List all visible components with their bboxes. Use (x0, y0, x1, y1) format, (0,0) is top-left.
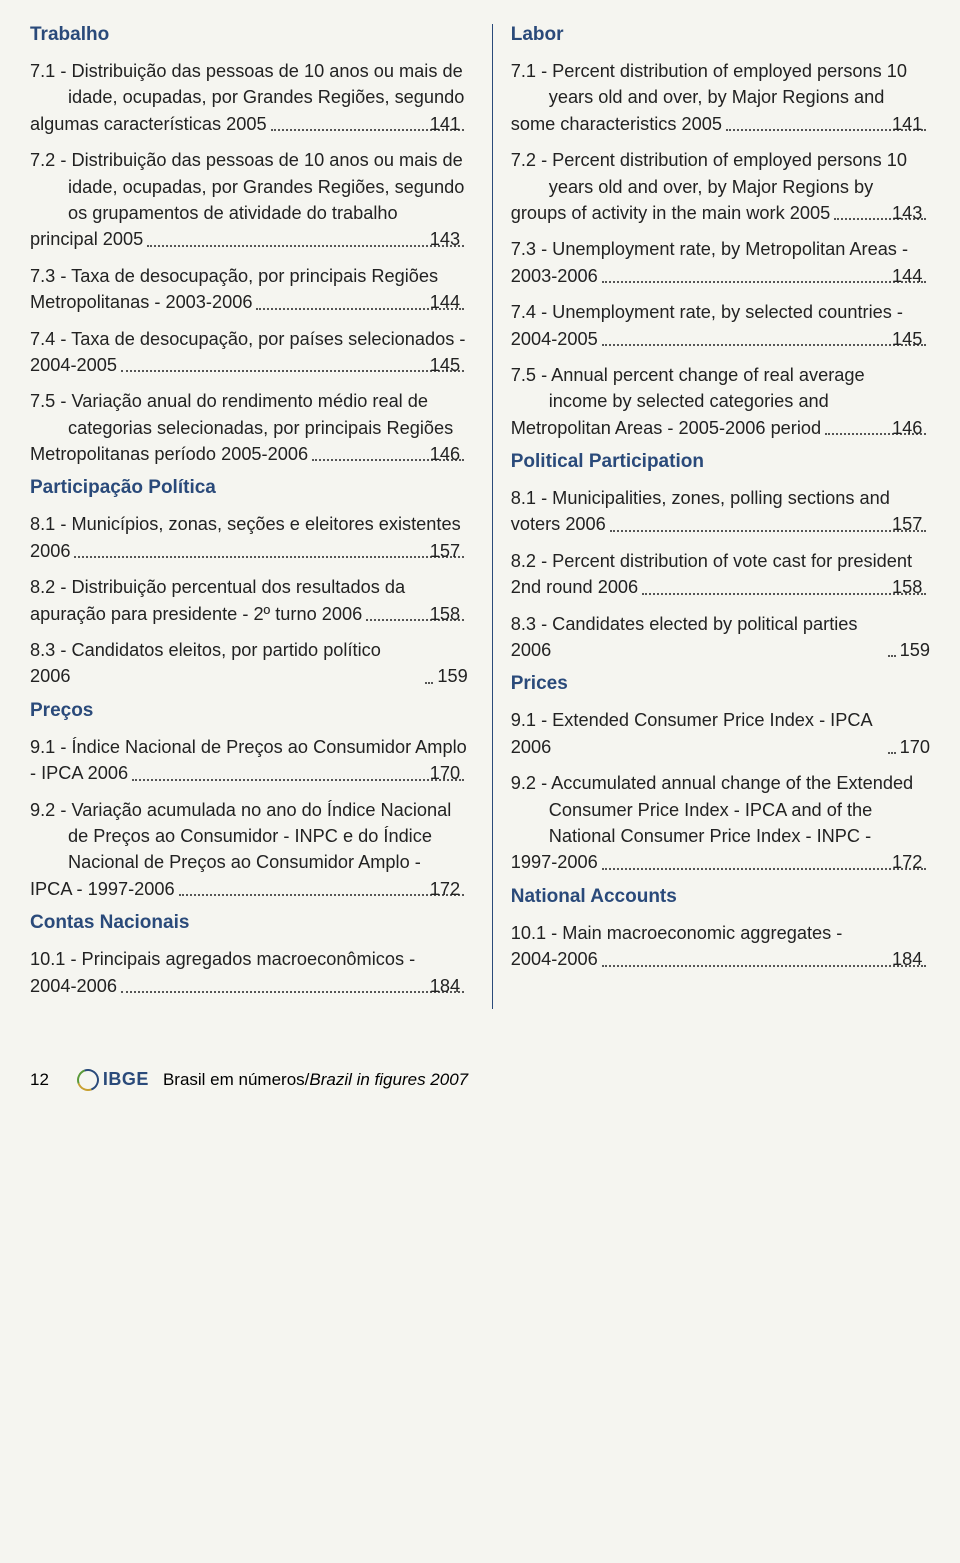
toc-entry: 7.2 - Percent distribution of employed p… (511, 147, 930, 226)
toc-entry: 7.5 - Annual percent change of real aver… (511, 362, 930, 441)
toc-entry-text: IPCA - 1997-2006 (68, 876, 175, 902)
toc-entry-text: some characteristics 2005 (549, 111, 722, 137)
toc-entry-text: 2nd round 2006 (549, 574, 638, 600)
section-title: Trabalho (30, 24, 468, 46)
page-footer: 12 IBGE Brasil em números/Brazil in figu… (30, 1069, 930, 1091)
toc-entry: 8.3 - Candidatos eleitos, por partido po… (30, 637, 468, 690)
toc-page: Trabalho 7.1 - Distribuição das pessoas d… (30, 24, 930, 1009)
toc-entry: 7.3 - Taxa de desocupação, por principai… (30, 263, 468, 316)
toc-entry: 8.2 - Percent distribution of vote cast … (511, 548, 930, 601)
toc-entry-text: apuração para presidente - 2º turno 2006 (68, 601, 362, 627)
toc-page-number: 159 (900, 637, 930, 663)
dot-leader (147, 245, 463, 247)
toc-page-number: 159 (437, 663, 467, 689)
dot-leader (888, 752, 896, 754)
toc-entry: 7.1 - Percent distribution of employed p… (511, 58, 930, 137)
page-number: 12 (30, 1070, 49, 1090)
toc-entry: 8.1 - Municípios, zonas, seções e eleito… (30, 511, 468, 564)
toc-entry: 9.2 - Variação acumulada no ano do Índic… (30, 797, 468, 903)
toc-entry-text: groups of activity in the main work 2005 (549, 200, 830, 226)
toc-entry-text: 2003-2006 (549, 263, 598, 289)
toc-entry-text: principal 2005 (68, 226, 143, 252)
toc-entry: 7.4 - Unemployment rate, by selected cou… (511, 299, 930, 352)
toc-entry: 8.1 - Municipalities, zones, polling sec… (511, 485, 930, 538)
toc-page-number: 170 (900, 734, 930, 760)
dot-leader (179, 894, 464, 896)
toc-entry: 7.3 - Unemployment rate, by Metropolitan… (511, 236, 930, 289)
right-column-english: Labor 7.1 - Percent distribution of emplo… (492, 24, 930, 1009)
toc-entry-text: 1997-2006 (549, 849, 598, 875)
toc-entry-text: Metropolitanas - 2003-2006 (68, 289, 252, 315)
section-title: Political Participation (511, 451, 930, 473)
dot-leader (642, 593, 926, 595)
toc-entry: 9.2 - Accumulated annual change of the E… (511, 770, 930, 876)
toc-entry-text: 2004-2005 (549, 326, 598, 352)
section-title: Labor (511, 24, 930, 46)
section-title: Preços (30, 700, 468, 722)
toc-entry-text: 8.3 - Candidatos eleitos, por partido po… (30, 637, 421, 690)
dot-leader (132, 779, 464, 781)
toc-entry: 9.1 - Extended Consumer Price Index - IP… (511, 707, 930, 760)
toc-entry: 7.5 - Variação anual do rendimento médio… (30, 388, 468, 467)
toc-entry: 7.4 - Taxa de desocupação, por países se… (30, 326, 468, 379)
dot-leader (602, 344, 926, 346)
section-title: Contas Nacionais (30, 912, 468, 934)
toc-entry-text: 9.1 - Extended Consumer Price Index - IP… (511, 707, 884, 760)
section-title: Prices (511, 673, 930, 695)
section-title: National Accounts (511, 886, 930, 908)
toc-entry-text: Metropolitan Areas - 2005-2006 period (549, 415, 821, 441)
dot-leader (74, 556, 463, 558)
toc-entry-text: Metropolitanas período 2005-2006 (68, 441, 308, 467)
toc-entry: 10.1 - Main macroeconomic aggregates -20… (511, 920, 930, 973)
left-column-portuguese: Trabalho 7.1 - Distribuição das pessoas d… (30, 24, 468, 1009)
toc-entry-text: - IPCA 2006 (68, 760, 128, 786)
section-title: Participação Política (30, 477, 468, 499)
toc-entry: 7.1 - Distribuição das pessoas de 10 ano… (30, 58, 468, 137)
dot-leader (602, 868, 926, 870)
toc-entry-text: 2004-2006 (68, 973, 117, 999)
logo-text: IBGE (103, 1069, 149, 1090)
dot-leader (602, 281, 926, 283)
toc-entry-text: voters 2006 (549, 511, 606, 537)
toc-entry-text: 2006 (68, 538, 70, 564)
dot-leader (610, 530, 926, 532)
dot-leader (121, 370, 464, 372)
toc-entry: 8.3 - Candidates elected by political pa… (511, 611, 930, 664)
toc-entry-text: 2004-2005 (68, 352, 117, 378)
footer-title: Brasil em números/Brazil in figures 2007 (163, 1070, 468, 1090)
ibge-logo: IBGE (77, 1069, 149, 1091)
toc-entry: 8.2 - Distribuição percentual dos result… (30, 574, 468, 627)
logo-swirl-icon (73, 1065, 102, 1094)
dot-leader (888, 655, 896, 657)
toc-entry: 7.2 - Distribuição das pessoas de 10 ano… (30, 147, 468, 253)
toc-entry-text: algumas características 2005 (68, 111, 267, 137)
toc-entry-text: 2004-2006 (549, 946, 598, 972)
toc-entry: 9.1 - Índice Nacional de Preços ao Consu… (30, 734, 468, 787)
toc-entry-text: 8.3 - Candidates elected by political pa… (511, 611, 884, 664)
dot-leader (602, 965, 926, 967)
toc-entry: 10.1 - Principais agregados macroeconômi… (30, 946, 468, 999)
dot-leader (425, 682, 433, 684)
dot-leader (121, 991, 464, 993)
